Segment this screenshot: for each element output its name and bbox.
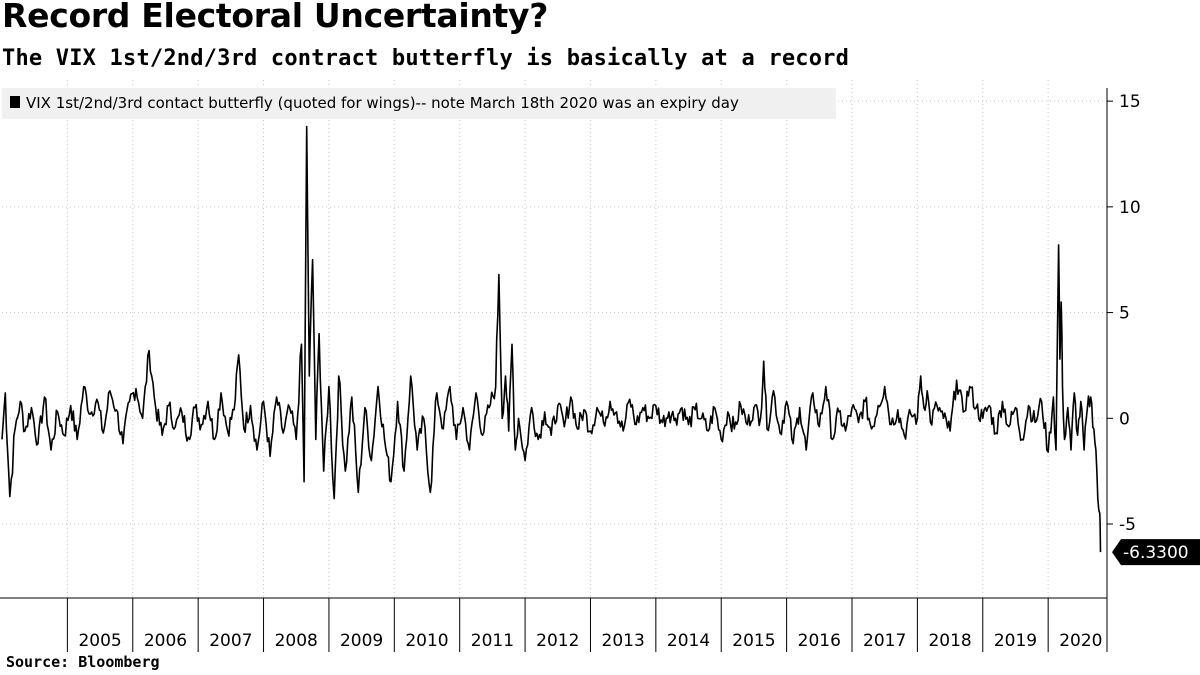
last-value-label: -6.3300 [1123, 543, 1189, 563]
y-tick-label: 0 [1119, 409, 1130, 429]
y-tick-label: 15 [1119, 92, 1141, 112]
x-tick-label: 2019 [994, 631, 1037, 651]
chart-subtitle: The VIX 1st/2nd/3rd contract butterfly i… [2, 46, 850, 71]
x-tick-label: 2006 [144, 631, 187, 651]
x-tick-label: 2020 [1059, 631, 1102, 651]
x-tick-label: 2009 [340, 631, 383, 651]
x-tick-label: 2015 [732, 631, 775, 651]
legend-swatch [10, 96, 20, 108]
chart-title: Record Electoral Uncertainty? [2, 0, 549, 35]
series-group [1, 125, 1102, 553]
legend-label: VIX 1st/2nd/3rd contact butterfly (quote… [26, 94, 739, 112]
x-tick-label: 2018 [928, 631, 971, 651]
legend-box [2, 88, 836, 119]
series-line [1, 125, 1102, 553]
y-tick-label: -5 [1119, 515, 1136, 535]
x-tick-label: 2014 [667, 631, 710, 651]
axes: 15 10 5 0 -5 2005 2006 2007 2008 2009 2010 2011 2012… [0, 88, 1200, 652]
x-tick-label: 2017 [863, 631, 906, 651]
x-tick-label: 2016 [798, 631, 841, 651]
x-tick-label: 2013 [602, 631, 645, 651]
x-tick-label: 2007 [209, 631, 252, 651]
legend: VIX 1st/2nd/3rd contact butterfly (quote… [2, 88, 836, 119]
chart-source: Source: Bloomberg [6, 653, 160, 671]
x-tick-label: 2010 [405, 631, 448, 651]
x-tick-label: 2005 [78, 631, 121, 651]
y-tick-label: 10 [1119, 198, 1141, 218]
last-value-tag [1112, 539, 1200, 566]
x-tick-label: 2011 [471, 631, 514, 651]
y-tick-label: 5 [1119, 304, 1130, 324]
x-tick-label: 2012 [536, 631, 579, 651]
grid-lines [2, 80, 1107, 598]
x-tick-label: 2008 [275, 631, 318, 651]
